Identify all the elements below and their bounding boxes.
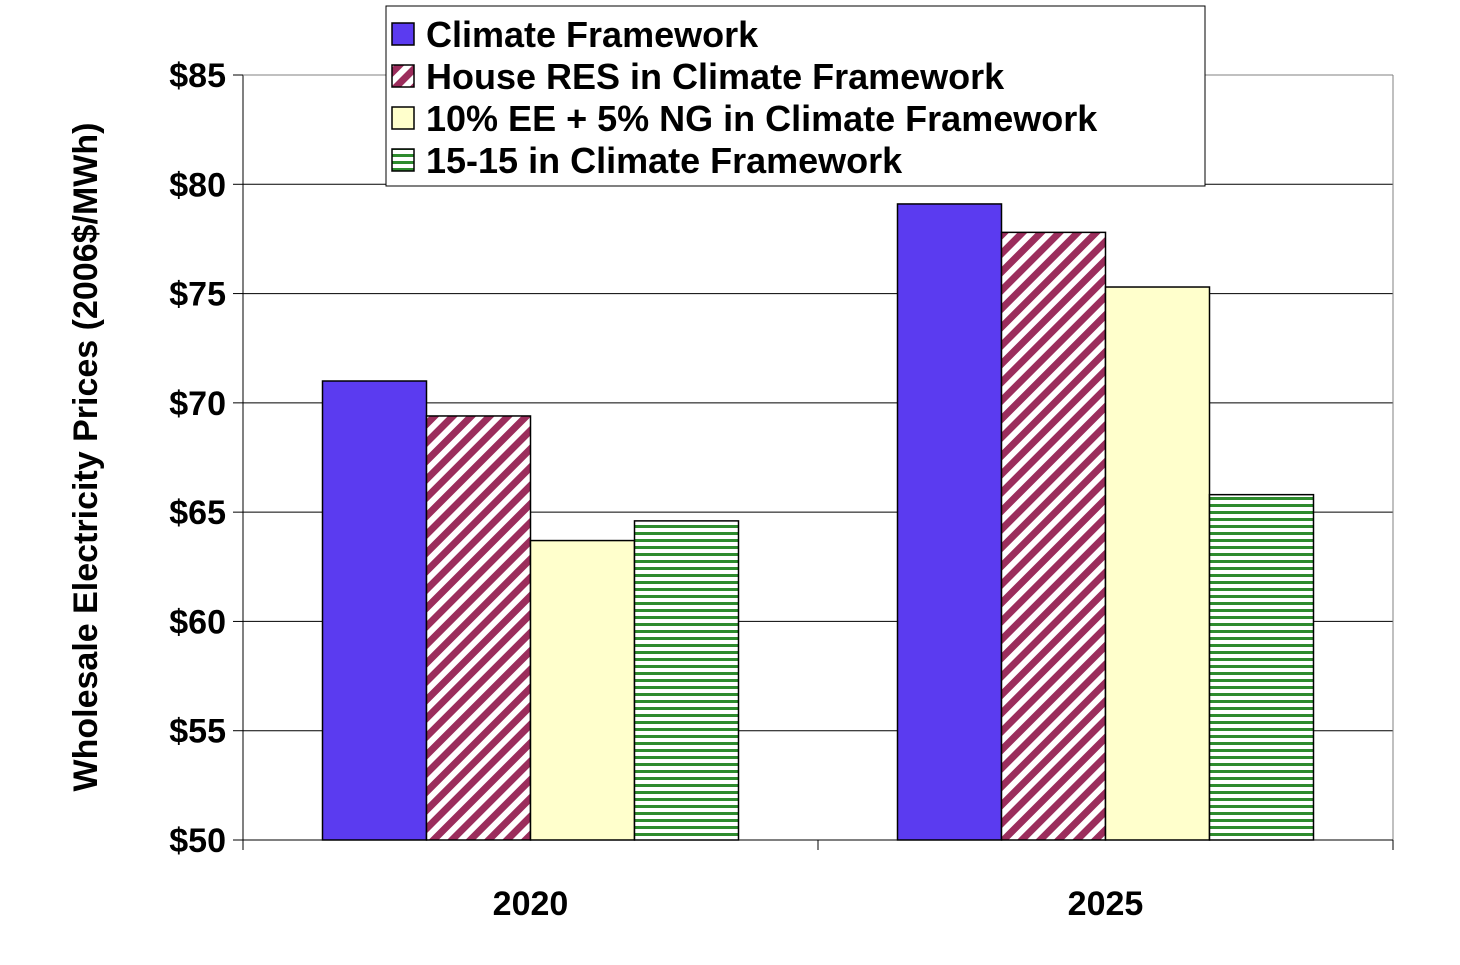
- bar: [1104, 286, 1211, 841]
- legend-box: [385, 5, 1206, 187]
- bar: [633, 520, 740, 841]
- legend-swatch: [391, 22, 415, 46]
- y-tick-label: $65: [169, 494, 226, 532]
- y-tick-label: $75: [169, 276, 226, 314]
- legend-entry: 15-15 in Climate Framework: [426, 140, 903, 181]
- legend-swatch: [391, 64, 415, 88]
- y-tick-label: $70: [169, 385, 226, 423]
- legend-entry: House RES in Climate Framework: [426, 56, 1005, 97]
- bar: [321, 380, 428, 841]
- x-category-label: 2020: [493, 885, 569, 923]
- bar: [425, 415, 532, 841]
- bar: [1208, 493, 1315, 841]
- legend-entry: 10% EE + 5% NG in Climate Framework: [426, 98, 1098, 139]
- bar: [1000, 231, 1107, 841]
- y-tick-label: $80: [169, 166, 226, 204]
- x-category-label: 2025: [1068, 885, 1144, 923]
- y-axis-title: Wholesale Electricity Prices (2006$/MWh): [67, 123, 105, 792]
- bar: [896, 203, 1003, 841]
- y-tick-label: $85: [169, 57, 226, 95]
- y-tick-label: $55: [169, 713, 226, 751]
- legend-swatch: [391, 106, 415, 130]
- legend-swatch: [391, 148, 415, 172]
- y-tick-label: $60: [169, 603, 226, 641]
- legend-entry: Climate Framework: [426, 14, 759, 55]
- bar: [529, 539, 636, 841]
- y-tick-label: $50: [169, 822, 226, 860]
- plot-area: $50 $55 $60 $65 $70 $75 $80 $85 2020 2025 Wholesal…: [67, 57, 1394, 923]
